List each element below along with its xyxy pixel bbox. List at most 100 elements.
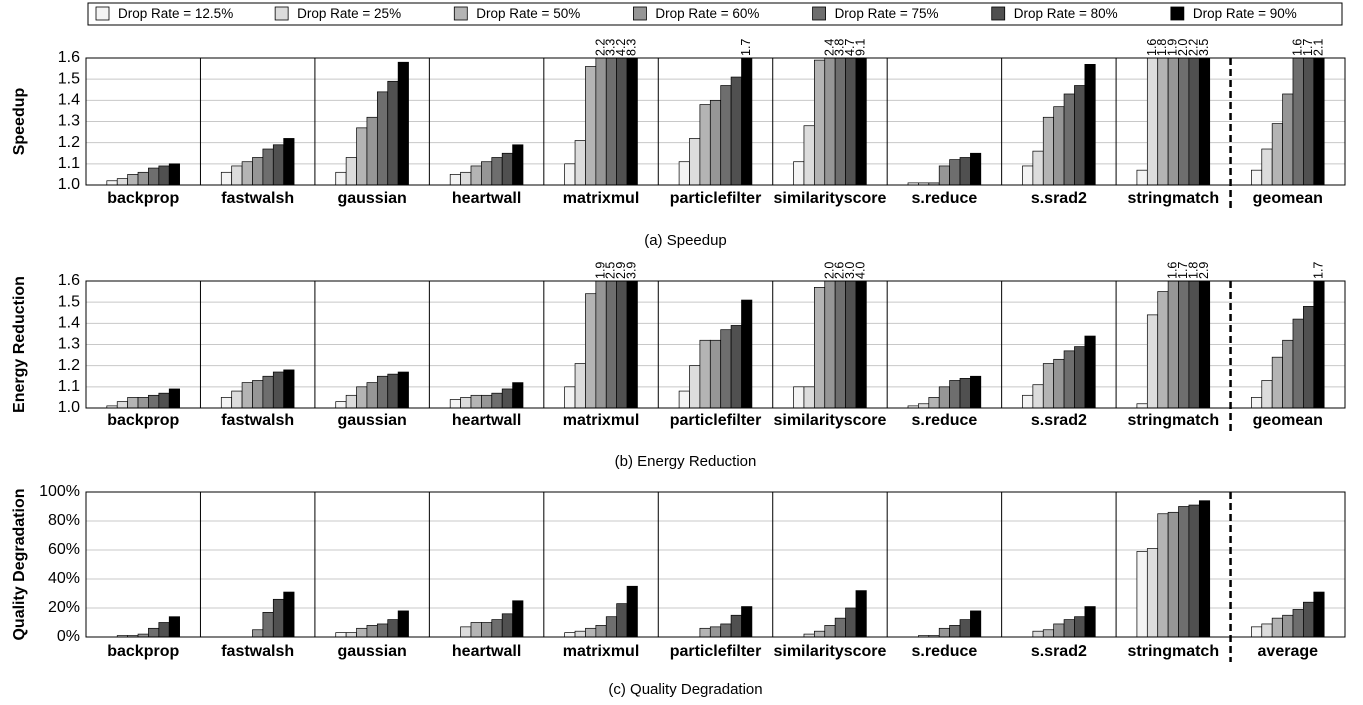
bar — [501, 613, 513, 638]
value-label: 2.1 — [1311, 39, 1325, 56]
y-tick-label: 1.2 — [58, 357, 80, 374]
value-label: 2.9 — [614, 262, 628, 279]
bar — [1261, 148, 1273, 186]
bar — [824, 625, 836, 638]
bar — [345, 632, 357, 638]
y-tick-label: 1.5 — [58, 70, 80, 87]
bar — [699, 627, 711, 638]
caption: (b) Energy Reduction — [615, 453, 757, 470]
bar — [241, 161, 253, 186]
plot-frame — [85, 280, 1346, 409]
bar — [793, 161, 805, 186]
plot-frame — [85, 57, 1346, 186]
bar — [1032, 384, 1044, 409]
value-label: 1.9 — [593, 262, 607, 279]
bar — [709, 99, 722, 186]
bar — [824, 57, 836, 186]
bar — [387, 619, 399, 638]
bar — [481, 161, 493, 186]
bar — [605, 57, 617, 186]
bar — [283, 138, 295, 186]
bar — [491, 619, 503, 638]
bar — [168, 388, 180, 409]
bar — [564, 386, 576, 409]
plot-frame — [85, 491, 1346, 638]
bar — [803, 125, 815, 186]
bar — [1282, 339, 1294, 409]
bar — [376, 375, 389, 409]
bar — [272, 371, 285, 409]
bar — [834, 280, 846, 409]
x-tick-label: backprop — [107, 643, 179, 660]
value-label: 4.0 — [853, 262, 867, 279]
bar — [1157, 513, 1169, 638]
bar — [959, 378, 971, 409]
bar — [585, 66, 597, 186]
bar — [834, 617, 846, 638]
bar — [262, 375, 274, 409]
bar — [262, 611, 274, 638]
y-axis-label: Speedup — [11, 87, 28, 155]
bar — [1188, 280, 1200, 409]
bar — [491, 157, 503, 186]
x-tick-label: stringmatch — [1128, 412, 1220, 429]
bar — [585, 627, 597, 638]
bar — [1042, 116, 1055, 186]
legend-swatch — [991, 6, 1006, 21]
bar — [1303, 306, 1315, 409]
value-label: 1.7 — [1176, 262, 1190, 279]
bar — [938, 627, 950, 638]
legend-box — [87, 2, 1343, 26]
bar — [1271, 617, 1283, 638]
bar — [1053, 106, 1065, 186]
bar — [1063, 350, 1075, 409]
bar — [356, 386, 368, 409]
value-label: 3.9 — [625, 262, 639, 279]
bar — [168, 616, 180, 638]
legend-label: Drop Rate = 12.5% — [118, 6, 233, 21]
bar — [1313, 591, 1325, 638]
bar — [689, 365, 701, 409]
bar — [959, 619, 971, 638]
bar — [1157, 291, 1169, 409]
y-tick-label: 80% — [48, 512, 80, 529]
y-axis-label: Energy Reduction — [11, 276, 28, 413]
bar — [1188, 57, 1200, 186]
bar — [949, 380, 961, 409]
bar — [148, 167, 160, 186]
bar — [1146, 548, 1159, 638]
legend-swatch — [453, 6, 468, 21]
y-tick-label: 1.0 — [58, 399, 80, 416]
x-tick-label: particlefilter — [670, 643, 762, 660]
value-label: 1.9 — [1166, 39, 1180, 56]
value-label: 3.0 — [843, 262, 857, 279]
x-tick-label: similarityscore — [773, 190, 886, 207]
value-label: 8.3 — [625, 39, 639, 56]
value-label: 1.8 — [1155, 39, 1169, 56]
bar — [1251, 626, 1263, 638]
bar — [855, 280, 867, 409]
bar — [366, 116, 378, 186]
legend-label: Drop Rate = 75% — [835, 6, 939, 21]
bar — [855, 590, 867, 638]
bar — [949, 625, 961, 638]
value-label: 2.6 — [833, 262, 847, 279]
bar — [252, 157, 264, 186]
value-label: 3.3 — [604, 39, 618, 56]
bar — [1084, 606, 1096, 638]
bar — [460, 171, 472, 186]
bar — [1146, 57, 1159, 186]
bar — [345, 157, 357, 186]
x-tick-label: heartwall — [452, 412, 521, 429]
x-tick-label: matrixmul — [563, 412, 639, 429]
bar — [1303, 601, 1315, 638]
bar — [720, 623, 732, 638]
bar — [345, 394, 357, 409]
bar — [220, 397, 233, 409]
value-label: 1.6 — [1145, 39, 1159, 56]
bar — [449, 399, 461, 409]
bar — [938, 165, 950, 186]
bar — [387, 373, 399, 409]
bar — [1167, 57, 1179, 186]
